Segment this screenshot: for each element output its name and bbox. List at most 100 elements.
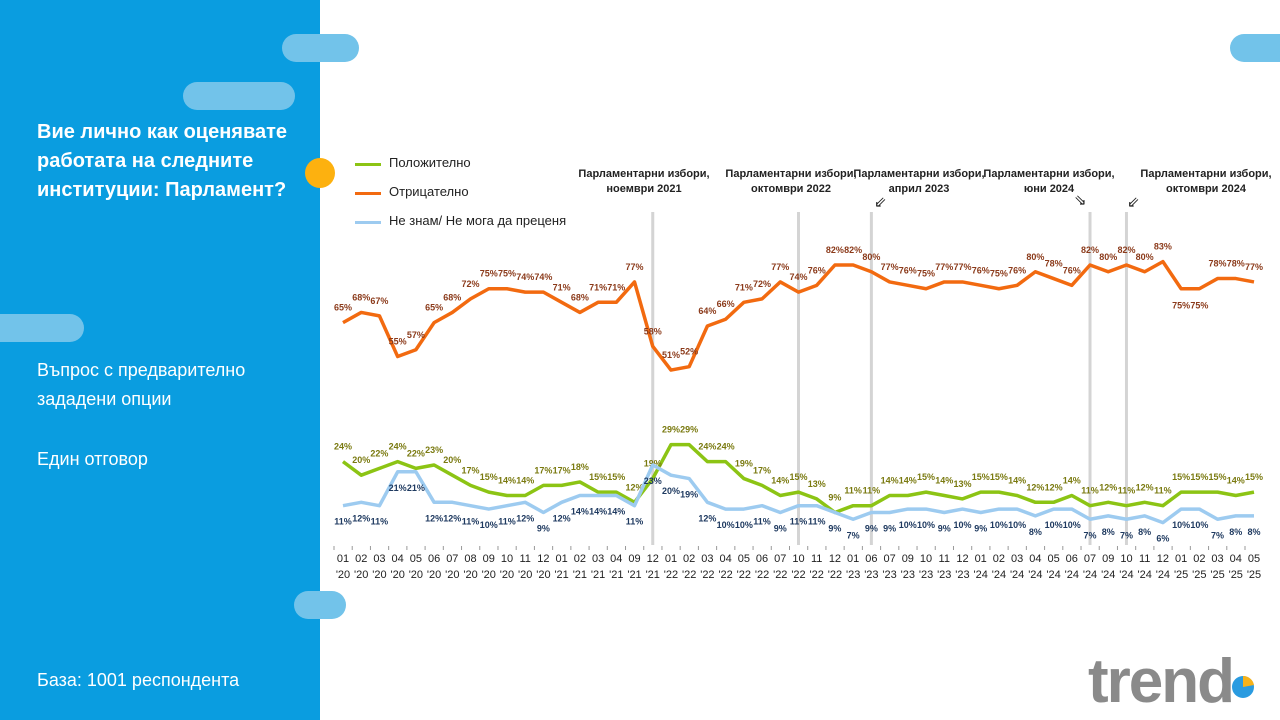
data-label-dont-know: 14% [607,507,625,517]
data-label-positive: 14% [935,476,953,486]
data-label-dont-know: 11% [462,517,480,527]
data-label-dont-know: 10% [717,520,735,530]
data-label-positive: 17% [753,465,771,475]
data-label-negative: 71% [553,282,571,292]
data-label-positive: 15% [589,472,607,482]
data-label-negative: 72% [753,279,771,289]
data-label-positive: 15% [607,472,625,482]
x-tick-label: 10'20 [500,553,514,581]
decorative-pill [183,82,295,110]
data-label-positive: 14% [881,476,899,486]
event-label: Парламентарни избори, ноември 2021 [578,167,709,197]
data-label-positive: 29% [680,425,698,435]
x-tick-label: 07'20 [445,553,459,581]
event-label-line: Парламентарни избори, [1140,168,1272,180]
data-label-negative: 77% [771,262,789,272]
data-label-negative: 75% [917,269,935,279]
data-label-positive: 14% [1063,476,1081,486]
series-line-positive [341,442,1255,515]
data-label-dont-know: 7% [847,530,860,540]
series-line-dont-know [342,463,1254,525]
decorative-pill [294,591,346,619]
x-tick-label: 08'20 [463,553,477,581]
data-label-dont-know: 20% [662,486,680,496]
data-label-positive: 11% [1118,486,1136,496]
data-label-dont-know: 10% [953,520,971,530]
data-label-negative: 78% [1045,259,1063,269]
data-label-dont-know: 7% [1120,530,1133,540]
x-tick-label: 09'21 [627,553,641,581]
data-label-positive: 17% [553,465,571,475]
data-label-negative: 78% [1209,259,1227,269]
data-label-positive: 19% [735,459,753,469]
data-label-dont-know: 10% [899,520,917,530]
data-label-dont-know: 10% [480,520,498,530]
event-label-line: октомври 2024 [1166,183,1246,195]
x-tick-label: 03'20 [372,553,386,581]
arrow-icon: ⇙ [1127,194,1140,211]
data-label-negative: 82% [844,245,862,255]
event-label-line: април 2023 [888,183,950,195]
series-line-negative [342,259,1255,372]
data-label-dont-know: 11% [371,517,389,527]
data-label-dont-know: 8% [1138,527,1151,537]
data-label-negative: 66% [717,299,735,309]
x-tick-label: 04'24 [1028,553,1042,581]
data-label-negative: 76% [1008,265,1026,275]
data-label-positive: 19% [644,459,662,469]
x-tick-label: 09'24 [1101,553,1115,581]
data-label-negative: 68% [352,292,370,302]
x-tick-label: 03'24 [1010,553,1024,581]
event-label: Парламентарни избори, юни 2024 [983,167,1114,197]
decorative-pill [1230,34,1280,62]
x-tick-label: 04'20 [390,553,404,581]
data-label-dont-know: 11% [808,517,826,527]
data-label-negative: 74% [789,272,807,282]
event-label-line: Парламентарни избори, [725,168,857,180]
data-label-positive: 13% [953,479,971,489]
data-label-positive: 15% [990,472,1008,482]
data-label-positive: 24% [334,442,352,452]
x-tick-label: 11'23 [937,553,951,581]
event-label: Парламентарни избори, април 2023 [853,167,984,197]
data-label-positive: 14% [498,476,516,486]
x-tick-label: 10'24 [1119,553,1133,581]
event-label-line: юни 2024 [1023,183,1075,195]
data-label-negative: 80% [1136,252,1154,262]
x-tick-label: 06'22 [755,553,769,581]
event-label-line: октомври 2022 [751,183,831,195]
event-label: Парламентарни избори, октомври 2022 [725,167,856,197]
data-label-dont-know: 8% [1229,527,1242,537]
x-tick-label: 04'22 [718,553,732,581]
data-label-dont-know: 11% [626,517,644,527]
data-label-positive: 14% [899,476,917,486]
data-label-positive: 12% [1026,482,1044,492]
data-label-dont-know: 10% [1063,520,1081,530]
x-tick-label: 03'21 [591,553,605,581]
x-tick-label: 09'23 [901,553,915,581]
data-label-negative: 76% [1063,265,1081,275]
data-label-negative: 82% [1081,245,1099,255]
data-label-dont-know: 7% [1084,530,1097,540]
data-label-negative: 71% [607,282,625,292]
x-tick-label: 02'22 [682,553,696,581]
data-label-positive: 15% [480,472,498,482]
data-label-positive: 24% [698,442,716,452]
data-label-positive: 11% [1081,486,1099,496]
decorative-dot [305,158,335,188]
data-label-positive: 29% [662,425,680,435]
data-label-positive: 20% [443,455,461,465]
data-label-positive: 14% [516,476,534,486]
x-tick-label: 09'20 [482,553,496,581]
data-label-dont-know: 9% [974,523,987,533]
data-label-dont-know: 9% [774,523,787,533]
data-label-dont-know: 23% [644,476,662,486]
x-tick-label: 05'20 [409,553,423,581]
x-tick-label: 03'22 [700,553,714,581]
data-label-dont-know: 10% [1045,520,1063,530]
data-label-dont-know: 12% [352,513,370,523]
data-label-positive: 13% [808,479,826,489]
x-tick-label: 02'24 [992,553,1006,581]
x-tick-label: 07'24 [1083,553,1097,581]
x-tick-label: 02'20 [354,553,368,581]
